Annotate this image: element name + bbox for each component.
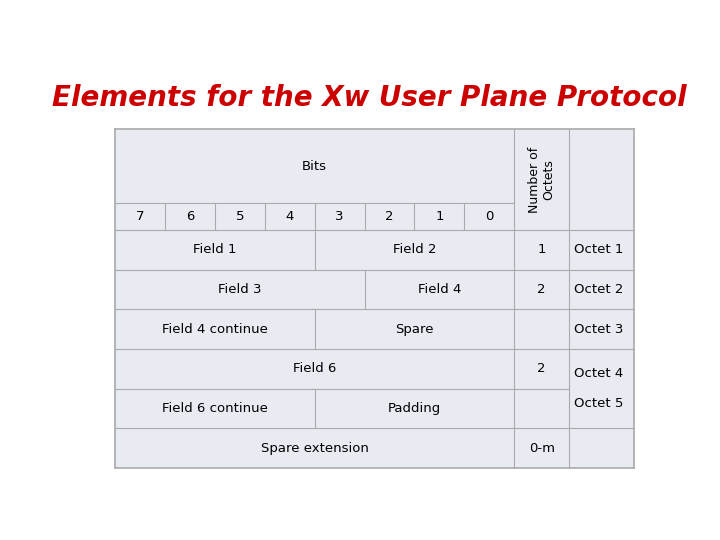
Bar bbox=[315, 230, 514, 269]
Text: Octet 3: Octet 3 bbox=[574, 322, 623, 336]
Text: Bits: Bits bbox=[302, 160, 327, 173]
Bar bbox=[514, 389, 570, 428]
Bar bbox=[315, 204, 364, 230]
Text: Field 6: Field 6 bbox=[293, 362, 336, 375]
Bar bbox=[115, 269, 364, 309]
Text: Elements for the Xw User Plane Protocol: Elements for the Xw User Plane Protocol bbox=[52, 84, 686, 112]
Text: Octet 4

Octet 5: Octet 4 Octet 5 bbox=[574, 367, 623, 410]
Text: 2: 2 bbox=[538, 362, 546, 375]
Text: Octet 1: Octet 1 bbox=[574, 243, 623, 256]
Bar bbox=[415, 204, 464, 230]
Bar bbox=[514, 309, 570, 349]
Text: 5: 5 bbox=[235, 210, 244, 223]
Bar bbox=[514, 129, 570, 230]
Text: Spare extension: Spare extension bbox=[261, 442, 369, 455]
Text: Number of
Octets: Number of Octets bbox=[528, 146, 556, 213]
Text: Field 4 continue: Field 4 continue bbox=[162, 322, 268, 336]
Text: Octet 2: Octet 2 bbox=[574, 283, 623, 296]
Text: 4: 4 bbox=[286, 210, 294, 223]
Bar bbox=[165, 204, 215, 230]
Bar bbox=[115, 230, 315, 269]
Bar bbox=[570, 269, 634, 309]
Bar bbox=[115, 204, 165, 230]
Text: Padding: Padding bbox=[388, 402, 441, 415]
Bar bbox=[570, 428, 634, 468]
Bar bbox=[265, 204, 315, 230]
Bar bbox=[570, 230, 634, 269]
Text: 2: 2 bbox=[538, 283, 546, 296]
Text: 1: 1 bbox=[435, 210, 444, 223]
Text: Field 3: Field 3 bbox=[218, 283, 261, 296]
Text: Field 1: Field 1 bbox=[193, 243, 237, 256]
Text: 1: 1 bbox=[538, 243, 546, 256]
Bar bbox=[570, 349, 634, 428]
Bar bbox=[514, 269, 570, 309]
Bar bbox=[364, 269, 514, 309]
Text: 2: 2 bbox=[385, 210, 394, 223]
Bar bbox=[514, 230, 570, 269]
Bar bbox=[514, 428, 570, 468]
Text: 0: 0 bbox=[485, 210, 493, 223]
Bar bbox=[115, 129, 514, 204]
Text: Field 4: Field 4 bbox=[418, 283, 461, 296]
Bar bbox=[570, 309, 634, 349]
Text: 7: 7 bbox=[136, 210, 144, 223]
Text: 6: 6 bbox=[186, 210, 194, 223]
Bar bbox=[315, 309, 514, 349]
Text: 0-m: 0-m bbox=[528, 442, 554, 455]
Bar bbox=[115, 309, 315, 349]
Bar bbox=[115, 389, 315, 428]
Bar bbox=[315, 389, 514, 428]
Bar bbox=[570, 129, 634, 230]
Bar bbox=[364, 204, 415, 230]
Text: Field 6 continue: Field 6 continue bbox=[162, 402, 268, 415]
Bar bbox=[215, 204, 265, 230]
Text: 3: 3 bbox=[336, 210, 344, 223]
Bar bbox=[464, 204, 514, 230]
Bar bbox=[514, 349, 570, 389]
Text: Field 2: Field 2 bbox=[392, 243, 436, 256]
Text: Spare: Spare bbox=[395, 322, 433, 336]
Bar bbox=[115, 349, 514, 389]
Bar bbox=[115, 428, 514, 468]
